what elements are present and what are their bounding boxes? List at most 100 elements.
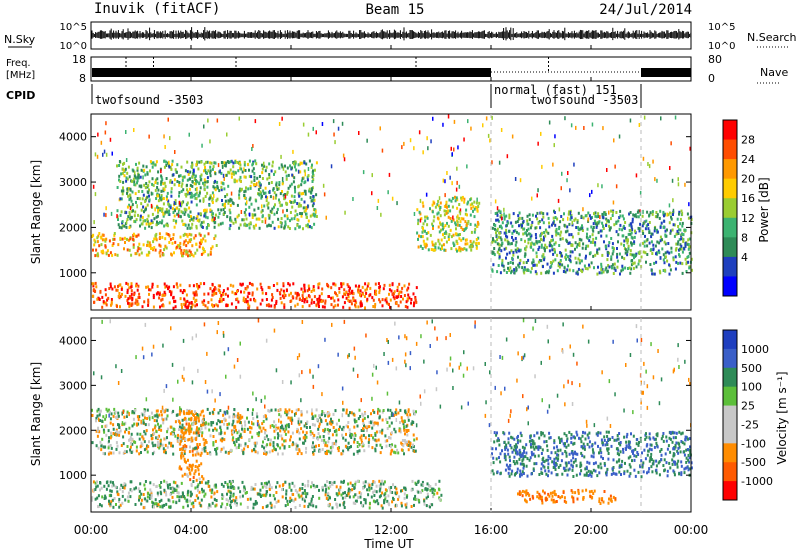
heatmap-cell	[115, 428, 118, 432]
heatmap-cell	[558, 207, 561, 212]
heatmap-cell	[306, 289, 309, 293]
heatmap-cell	[391, 292, 394, 296]
heatmap-cell	[173, 201, 176, 206]
heatmap-cell	[430, 139, 432, 144]
heatmap-cell	[244, 202, 247, 206]
heatmap-cell	[400, 416, 403, 420]
heatmap-cell	[142, 164, 145, 168]
heatmap-cell	[538, 245, 541, 249]
heatmap-cell	[251, 216, 254, 219]
heatmap-cell	[276, 207, 279, 211]
heatmap-cell	[204, 492, 207, 496]
heatmap-cell	[257, 217, 260, 221]
heatmap-cell	[141, 305, 144, 309]
heatmap-cell	[555, 233, 558, 237]
heatmap-cell	[476, 224, 479, 228]
heatmap-cell	[186, 192, 189, 196]
heatmap-cell	[298, 431, 301, 435]
heatmap-cell	[140, 168, 143, 172]
heatmap-cell	[152, 501, 155, 505]
heatmap-cell	[536, 211, 539, 215]
heatmap-cell	[637, 262, 640, 266]
heatmap-cell	[281, 452, 284, 456]
heatmap-cell	[317, 300, 320, 304]
heatmap-cell	[638, 229, 641, 233]
heatmap-cell	[104, 245, 107, 249]
heatmap-cell	[190, 192, 193, 196]
heatmap-cell	[300, 192, 303, 196]
heatmap-cell	[275, 301, 278, 305]
heatmap-cell	[363, 295, 366, 298]
heatmap-cell	[148, 180, 151, 184]
heatmap-cell	[260, 286, 263, 289]
heatmap-cell	[362, 486, 364, 490]
heatmap-cell	[179, 437, 182, 441]
heatmap-cell	[474, 206, 477, 209]
heatmap-cell	[180, 189, 183, 193]
heatmap-cell	[476, 197, 478, 202]
heatmap-cell	[276, 211, 278, 215]
heatmap-cell	[544, 243, 547, 247]
heatmap-cell	[505, 214, 508, 218]
heatmap-cell	[281, 165, 284, 169]
heatmap-cell	[512, 261, 514, 265]
heatmap-cell	[466, 202, 469, 206]
heatmap-cell	[567, 255, 569, 259]
heatmap-cell	[160, 182, 162, 186]
heatmap-cell	[672, 208, 675, 213]
heatmap-cell	[192, 171, 195, 175]
heatmap-cell	[135, 218, 138, 222]
heatmap-cell	[321, 305, 324, 309]
heatmap-cell	[154, 181, 157, 184]
heatmap-cell	[552, 252, 555, 256]
heatmap-cell	[312, 212, 315, 217]
heatmap-cell	[259, 183, 262, 187]
heatmap-cell	[455, 227, 457, 231]
heatmap-cell	[560, 254, 563, 258]
heatmap-cell	[440, 493, 443, 497]
heatmap-cell	[146, 171, 149, 175]
heatmap-cell	[207, 480, 210, 483]
heatmap-cell	[300, 179, 303, 183]
heatmap-cell	[387, 303, 390, 306]
heatmap-cell	[133, 128, 135, 132]
heatmap-cell	[140, 251, 143, 255]
heatmap-cell	[690, 268, 693, 272]
heatmap-cell	[452, 215, 454, 220]
heatmap-cell	[403, 427, 406, 431]
heatmap-cell	[188, 132, 190, 137]
heatmap-cell	[545, 230, 548, 234]
heatmap-cell	[130, 489, 133, 493]
heatmap-cell	[254, 444, 257, 448]
heatmap-cell	[532, 248, 535, 252]
heatmap-cell	[540, 271, 543, 275]
heatmap-cell	[272, 187, 275, 191]
heatmap-cell	[298, 194, 301, 198]
heatmap-cell	[118, 505, 121, 509]
cpid-segment-1: twofsound -3503	[95, 93, 203, 107]
heatmap-cell	[250, 488, 253, 491]
heatmap-cell	[236, 161, 239, 164]
heatmap-cell	[334, 498, 337, 501]
heatmap-cell	[324, 441, 327, 445]
heatmap-cell	[198, 501, 201, 505]
heatmap-cell	[629, 271, 632, 275]
heatmap-cell	[213, 186, 216, 190]
heatmap-cell	[392, 483, 394, 487]
freq-unit: [MHz]	[6, 70, 35, 81]
heatmap-cell	[112, 481, 114, 485]
heatmap-cell	[187, 172, 190, 176]
heatmap-cell	[135, 422, 138, 426]
heatmap-cell	[390, 414, 393, 417]
heatmap-cell	[568, 210, 571, 214]
heatmap-cell	[95, 419, 97, 423]
heatmap-cell	[139, 247, 142, 251]
heatmap-cell	[220, 181, 223, 185]
heatmap-cell	[624, 251, 627, 255]
heatmap-cell	[285, 202, 288, 206]
heatmap-cell	[283, 214, 286, 218]
heatmap-cell	[444, 193, 446, 198]
heatmap-cell	[590, 225, 593, 229]
heatmap-cell	[317, 286, 320, 290]
